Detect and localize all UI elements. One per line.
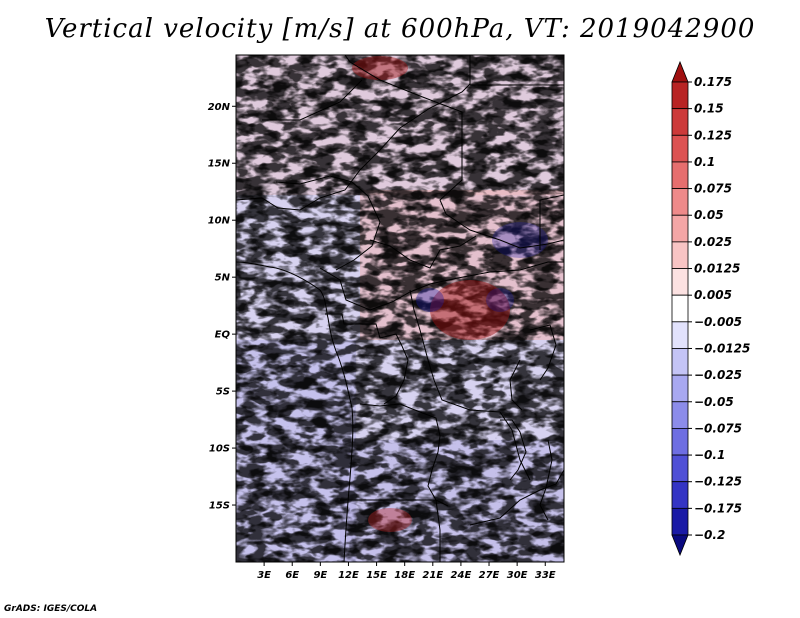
lat-tick-label: 15N [208, 159, 231, 170]
colorbar-segment [671, 268, 689, 296]
colorbar-segment [671, 507, 689, 536]
colorbar-label: −0.05 [694, 395, 734, 409]
colorbar-label: 0.025 [694, 235, 732, 249]
credit-text: GrADS: IGES/COLA [4, 604, 98, 614]
colorbar-segment [671, 214, 689, 243]
colorbar-label: −0.005 [694, 315, 742, 329]
lon-tick-label: 33E [535, 570, 556, 581]
colorbar-label: 0.125 [694, 128, 732, 142]
colorbar-label: 0.005 [694, 288, 732, 302]
colorbar-segment [671, 188, 689, 216]
lon-tick-label: 9E [313, 570, 327, 581]
map-title: Vertical velocity [m/s] at 600hPa, VT: 2… [44, 14, 756, 44]
colorbar-segment [671, 454, 689, 483]
lat-tick-label: 15S [209, 501, 230, 512]
country-boundaries [236, 55, 564, 562]
colorbar-label: −0.075 [694, 421, 742, 435]
lon-tick-label: 12E [338, 570, 359, 581]
colorbar-segment [671, 81, 689, 110]
lon-tick-label: 24E [451, 570, 472, 581]
lon-tick-label: 6E [285, 570, 299, 581]
colorbar-label: −0.125 [694, 475, 742, 489]
colorbar-segment [671, 161, 689, 189]
colorbar-label: −0.1 [694, 448, 725, 462]
colorbar-top-arrow [671, 60, 689, 83]
lat-tick-label: EQ [215, 330, 231, 341]
colorbar-segment [671, 321, 689, 349]
velocity-field [236, 55, 564, 562]
colorbar-label: 0.05 [694, 208, 724, 222]
colorbar-label: −0.2 [694, 528, 725, 542]
lat-tick-label: 10S [209, 444, 230, 455]
colorbar-label: 0.15 [694, 102, 724, 116]
colorbar-segment [671, 374, 689, 403]
colorbar-segment [671, 348, 689, 376]
lat-tick-label: 20N [208, 102, 231, 113]
colorbar-segment [671, 241, 689, 269]
convective-cells [352, 56, 548, 532]
colorbar-segment [671, 108, 689, 136]
lon-tick-label: 21E [422, 570, 443, 581]
colorbar: 0.175 0.15 0.125 0.1 0.075 0.05 0.025 0.0125 0.0… [671, 60, 750, 557]
colorbar-segment [671, 481, 689, 509]
lat-tick-label: 10N [208, 216, 231, 227]
colorbar-label: 0.1 [694, 155, 715, 169]
axes: 20N 15N 10N 5N EQ 5S 10S 15S 3E 6E 9E 12E 15E 18E 21E 2… [208, 102, 556, 581]
map-frame [235, 54, 565, 563]
lon-tick-label: 18E [394, 570, 415, 581]
lat-tick-label: 5N [215, 273, 231, 284]
colorbar-segment [671, 428, 689, 456]
lon-tick-label: 3E [257, 570, 271, 581]
colorbar-bottom-arrow [671, 534, 689, 557]
colorbar-segment [671, 401, 689, 429]
lon-tick-label: 30E [507, 570, 528, 581]
colorbar-label: −0.0125 [694, 341, 750, 355]
colorbar-label: 0.0125 [694, 262, 740, 276]
colorbar-segment [671, 134, 689, 163]
colorbar-label: −0.025 [694, 368, 742, 382]
colorbar-label: 0.075 [694, 182, 732, 196]
colorbar-label: −0.175 [694, 501, 742, 515]
lon-tick-label: 27E [479, 570, 500, 581]
colorbar-label: 0.175 [694, 75, 732, 89]
colorbar-segment [671, 294, 689, 323]
lon-tick-label: 15E [366, 570, 387, 581]
lat-tick-label: 5S [216, 387, 230, 398]
